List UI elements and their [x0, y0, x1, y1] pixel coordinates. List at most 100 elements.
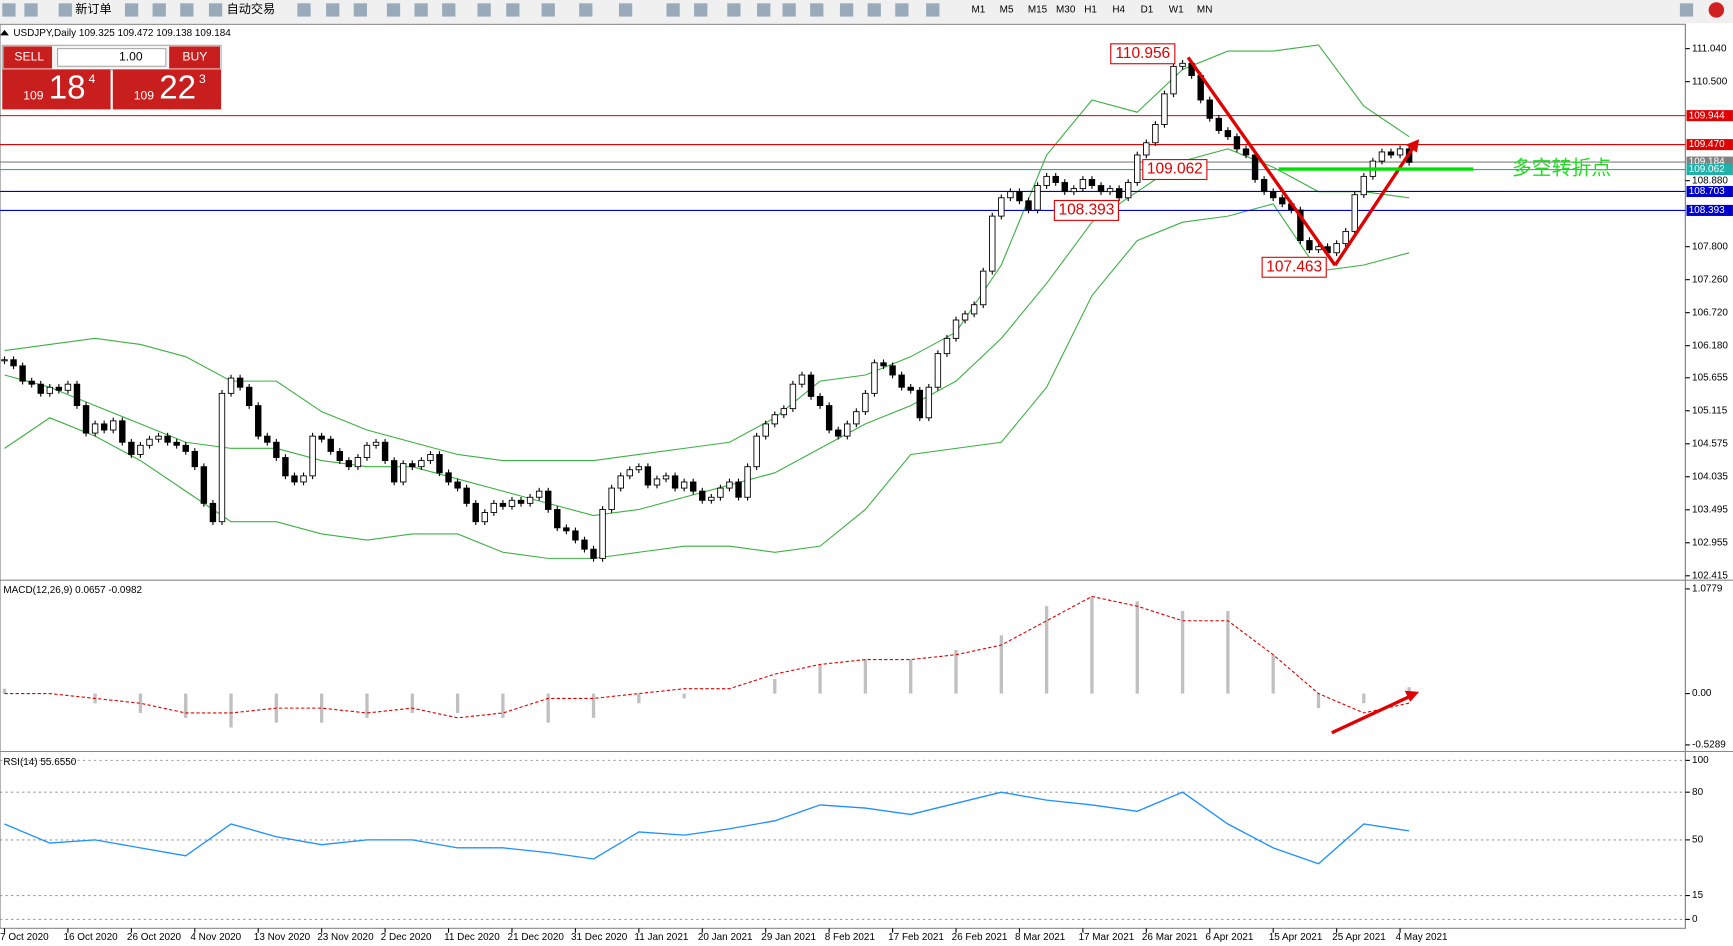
candle: [155, 435, 162, 440]
level-tag: [1686, 139, 1733, 151]
candle: [581, 539, 588, 550]
rsi-line: [4, 791, 1410, 865]
candle: [354, 457, 362, 468]
candle: [726, 481, 733, 489]
macd-bar: [1407, 687, 1411, 694]
y-tick-label: 80: [1692, 787, 1704, 798]
timeframe-button[interactable]: M1: [971, 5, 985, 16]
timeframe-button[interactable]: M30: [1056, 5, 1076, 16]
candle: [255, 405, 262, 437]
timeframe-button[interactable]: MN: [1197, 5, 1212, 16]
candle: [1, 359, 8, 362]
y-tick-label: 105.655: [1692, 372, 1728, 383]
candle: [1070, 188, 1078, 193]
candle: [644, 466, 652, 486]
candle: [381, 441, 389, 462]
collapse-icon[interactable]: [0, 29, 9, 36]
candle: [264, 435, 271, 443]
timeframe-button[interactable]: M5: [1000, 5, 1014, 16]
candle: [427, 454, 434, 462]
candle: [1233, 136, 1241, 150]
buy-price-box[interactable]: [112, 69, 222, 110]
candle: [825, 405, 833, 431]
timeframe-button[interactable]: M15: [1028, 5, 1048, 16]
candle: [680, 481, 688, 489]
x-tick-label: 11 Jan 2021: [634, 932, 688, 943]
candle: [835, 429, 842, 437]
candle: [671, 475, 679, 489]
notification-badge[interactable]: [1708, 2, 1725, 18]
x-tick-label: 29 Jan 2021: [761, 932, 816, 943]
candle: [807, 374, 815, 397]
buy-button[interactable]: [169, 46, 220, 69]
candle: [554, 509, 561, 529]
candle: [1179, 62, 1186, 67]
sell-price-box[interactable]: [2, 69, 111, 110]
candle: [572, 530, 579, 541]
candle: [1260, 178, 1268, 193]
candle: [653, 478, 661, 486]
candle: [590, 548, 597, 559]
y-tick-label: 15: [1692, 890, 1704, 901]
lot-field[interactable]: [56, 48, 167, 67]
timeframe-button[interactable]: W1: [1169, 5, 1184, 16]
candle: [236, 377, 244, 388]
x-tick-label: 8 Mar 2021: [1015, 932, 1066, 943]
candle: [64, 383, 72, 391]
y-tick-label: 104.575: [1692, 438, 1728, 449]
level-tag: [1686, 156, 1733, 168]
candle: [1034, 185, 1041, 211]
arrow-head: [1405, 139, 1420, 153]
candle: [998, 197, 1005, 217]
level-label: 109.944: [1689, 110, 1725, 121]
sell-button[interactable]: [3, 46, 53, 69]
candle: [454, 481, 461, 489]
candle: [1052, 175, 1059, 183]
level-label: 108.703: [1689, 186, 1725, 197]
candle: [599, 509, 606, 559]
candle: [191, 450, 199, 468]
candle: [535, 490, 543, 498]
candle: [708, 496, 715, 501]
y-tick-label: 103.495: [1692, 504, 1728, 515]
level-tag: [1686, 164, 1733, 176]
y-tick-label: 105.115: [1692, 405, 1728, 416]
macd-bar: [2, 688, 7, 694]
candle: [1297, 209, 1304, 242]
candle: [55, 386, 63, 391]
candle: [762, 423, 769, 437]
sell-label: SELL: [14, 50, 44, 64]
candle: [608, 487, 615, 510]
macd-bar: [591, 693, 596, 718]
candle: [463, 487, 470, 504]
x-tick-label: 26 Oct 2020: [127, 932, 182, 943]
auto-trading-button[interactable]: 自动交易: [227, 1, 276, 16]
candle: [73, 383, 81, 407]
y-tick-label: 104.035: [1692, 471, 1728, 482]
candle: [472, 502, 479, 523]
timeframe-button[interactable]: H4: [1112, 5, 1125, 16]
candle: [798, 374, 806, 385]
candle: [1143, 142, 1150, 156]
candle: [853, 411, 860, 425]
candle: [934, 353, 942, 388]
candle: [626, 469, 633, 477]
candle: [318, 435, 325, 440]
timeframe-button[interactable]: H1: [1084, 5, 1097, 16]
candle: [1016, 191, 1023, 202]
price-annotation: 107.463: [1266, 258, 1322, 275]
macd-bar: [682, 693, 686, 699]
price-annotation-box: [1142, 159, 1208, 181]
candle: [119, 420, 126, 443]
toolbar-icons[interactable]: [2, 3, 1694, 17]
level-label: 109.470: [1689, 139, 1725, 150]
candle: [1387, 151, 1395, 156]
level-tag: [1686, 204, 1733, 216]
candle: [209, 502, 217, 523]
timeframe-button[interactable]: D1: [1141, 5, 1154, 16]
candle: [363, 444, 371, 458]
x-tick-label: 7 Oct 2020: [0, 932, 49, 943]
new-order-button[interactable]: 新订单: [75, 1, 111, 16]
price-annotation: 109.062: [1147, 161, 1203, 178]
candle: [1170, 65, 1177, 95]
